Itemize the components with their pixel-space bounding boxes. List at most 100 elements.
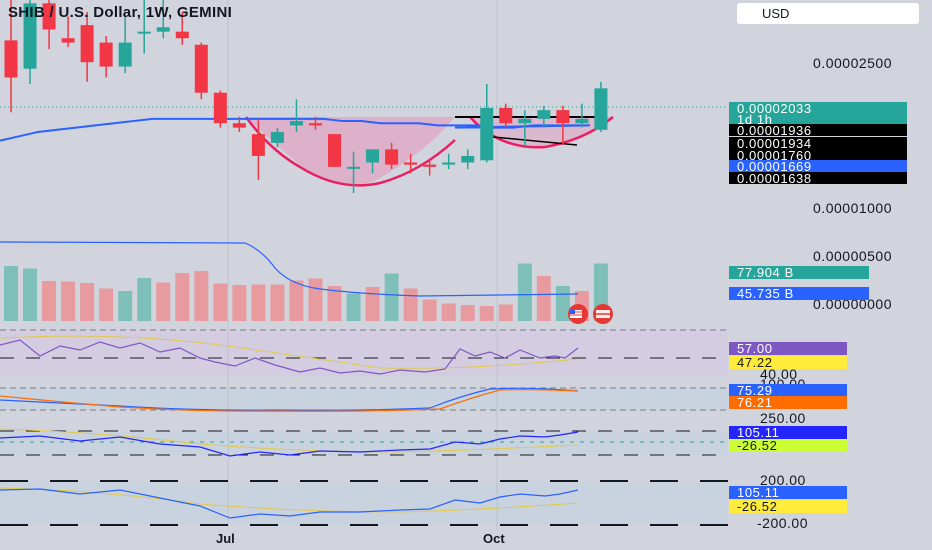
price-axis-label: 0.00000500 [813,248,892,264]
volume-bar [460,305,475,321]
candle-bearish [4,0,18,113]
volume-bar [175,273,190,321]
volume-value-badge: 77.904 B [729,266,869,279]
volume-bar [4,266,18,321]
candle-bearish [61,16,75,47]
currency-button[interactable]: USD [737,3,919,24]
candle-bullish [366,149,380,174]
rsi-axis-label: 40.00 [760,366,798,382]
volume-bar [23,268,38,321]
time-axis-label: Jul [216,531,235,546]
volume-ma-line [0,241,579,297]
candle-bearish [499,103,513,128]
volume-bar [536,276,551,321]
cci-ma-badge: -26.52 [729,439,847,452]
volume-bar [213,283,228,321]
candle-bearish [42,0,56,50]
candle-bullish [575,103,589,128]
cci-panel-bg [0,431,728,455]
cci2-axis-label-bottom: -200.00 [757,515,808,531]
candle-bullish [461,149,475,170]
volume-bar [194,271,209,321]
candle-bearish [232,116,246,132]
volume-bar [99,288,114,321]
candle-bullish [537,105,551,128]
flag-icon-secondary[interactable] [593,304,613,324]
volume-bar [80,283,95,321]
candle-bullish [594,81,608,132]
volume-bar [270,284,285,321]
rsi-ma-badge: 47.22 [729,356,847,369]
flag-icon[interactable] [568,304,588,324]
cci-value-badge: 105.11 [729,426,847,439]
volume-bar [346,293,361,321]
volume-bar [403,288,418,321]
price-badge: 0.00001669 [729,160,907,173]
volume-bar [308,278,323,321]
rsi-panel-bg [0,330,728,376]
volume-bar [555,286,570,321]
candle-bullish [270,127,284,148]
cci-ma-line [0,428,579,453]
cci2-axis-label: 200.00 [760,472,806,488]
chart-title: SHIB / U.S. Dollar, 1W, GEMINI [8,4,233,21]
volume-ma-badge: 45.735 B [729,287,869,300]
candle-bullish [137,0,151,54]
volume-bar [422,299,437,321]
cci2-line [0,488,579,519]
volume-bar [137,278,152,321]
volume-bar [498,304,513,321]
volume-bar [156,282,171,321]
candle-bearish [328,134,342,167]
time-axis-label: Oct [483,531,505,546]
stoch-d-line [0,389,579,412]
volume-bar [289,280,304,321]
volume-bar [61,281,76,321]
candle-bullish [518,110,532,146]
candle-bearish [385,142,399,170]
candle-bearish [175,12,189,45]
candle-bearish [80,12,94,82]
candle-bearish [213,90,227,128]
candle-bullish [289,99,303,132]
candle-bearish [556,105,570,146]
cci-axis-label: 250.00 [760,410,806,426]
candle-bearish [99,36,113,78]
candlestick-layer [4,0,608,193]
moving-average-layer [0,117,590,142]
price-badge: 1d 1h [729,113,907,126]
volume-bar [441,303,456,321]
moving-average-line [0,117,590,142]
volume-bar [251,284,266,321]
price-badge: 0.00001934 [729,137,907,150]
cci2-ma-line [0,487,579,513]
candle-bearish [308,116,322,130]
volume-bar [517,263,532,321]
cci2-panel-bg [0,481,728,525]
price-badge: 0.00001936 [729,124,907,137]
volume-bar [384,273,399,321]
stoch-k-badge: 75.29 [729,384,847,397]
price-badge: 0.00001760 [729,149,907,162]
rsi-ma-line [0,335,579,369]
volume-bar [365,287,380,321]
candle-bullish [347,151,361,193]
cci-line [0,431,579,457]
price-axis-label: 0.00002500 [813,55,892,71]
candle-bearish [251,118,265,180]
price-badge: 0.00002033 [729,102,907,115]
candle-bullish [480,84,494,163]
candle-bullish [23,0,37,84]
cci2-value-badge: 105.11 [729,486,847,499]
candle-bullish [156,0,170,39]
price-axis-label: 0.00000000 [813,296,892,312]
candle-bullish [118,16,132,74]
cci2-ma-badge: -26.52 [729,500,847,513]
rsi-line [0,339,579,375]
candle-bullish [442,153,456,170]
cup-pattern-fill [246,117,455,185]
volume-bar [327,286,342,321]
stoch-panel-bg [0,388,728,410]
candle-bearish [194,42,208,100]
